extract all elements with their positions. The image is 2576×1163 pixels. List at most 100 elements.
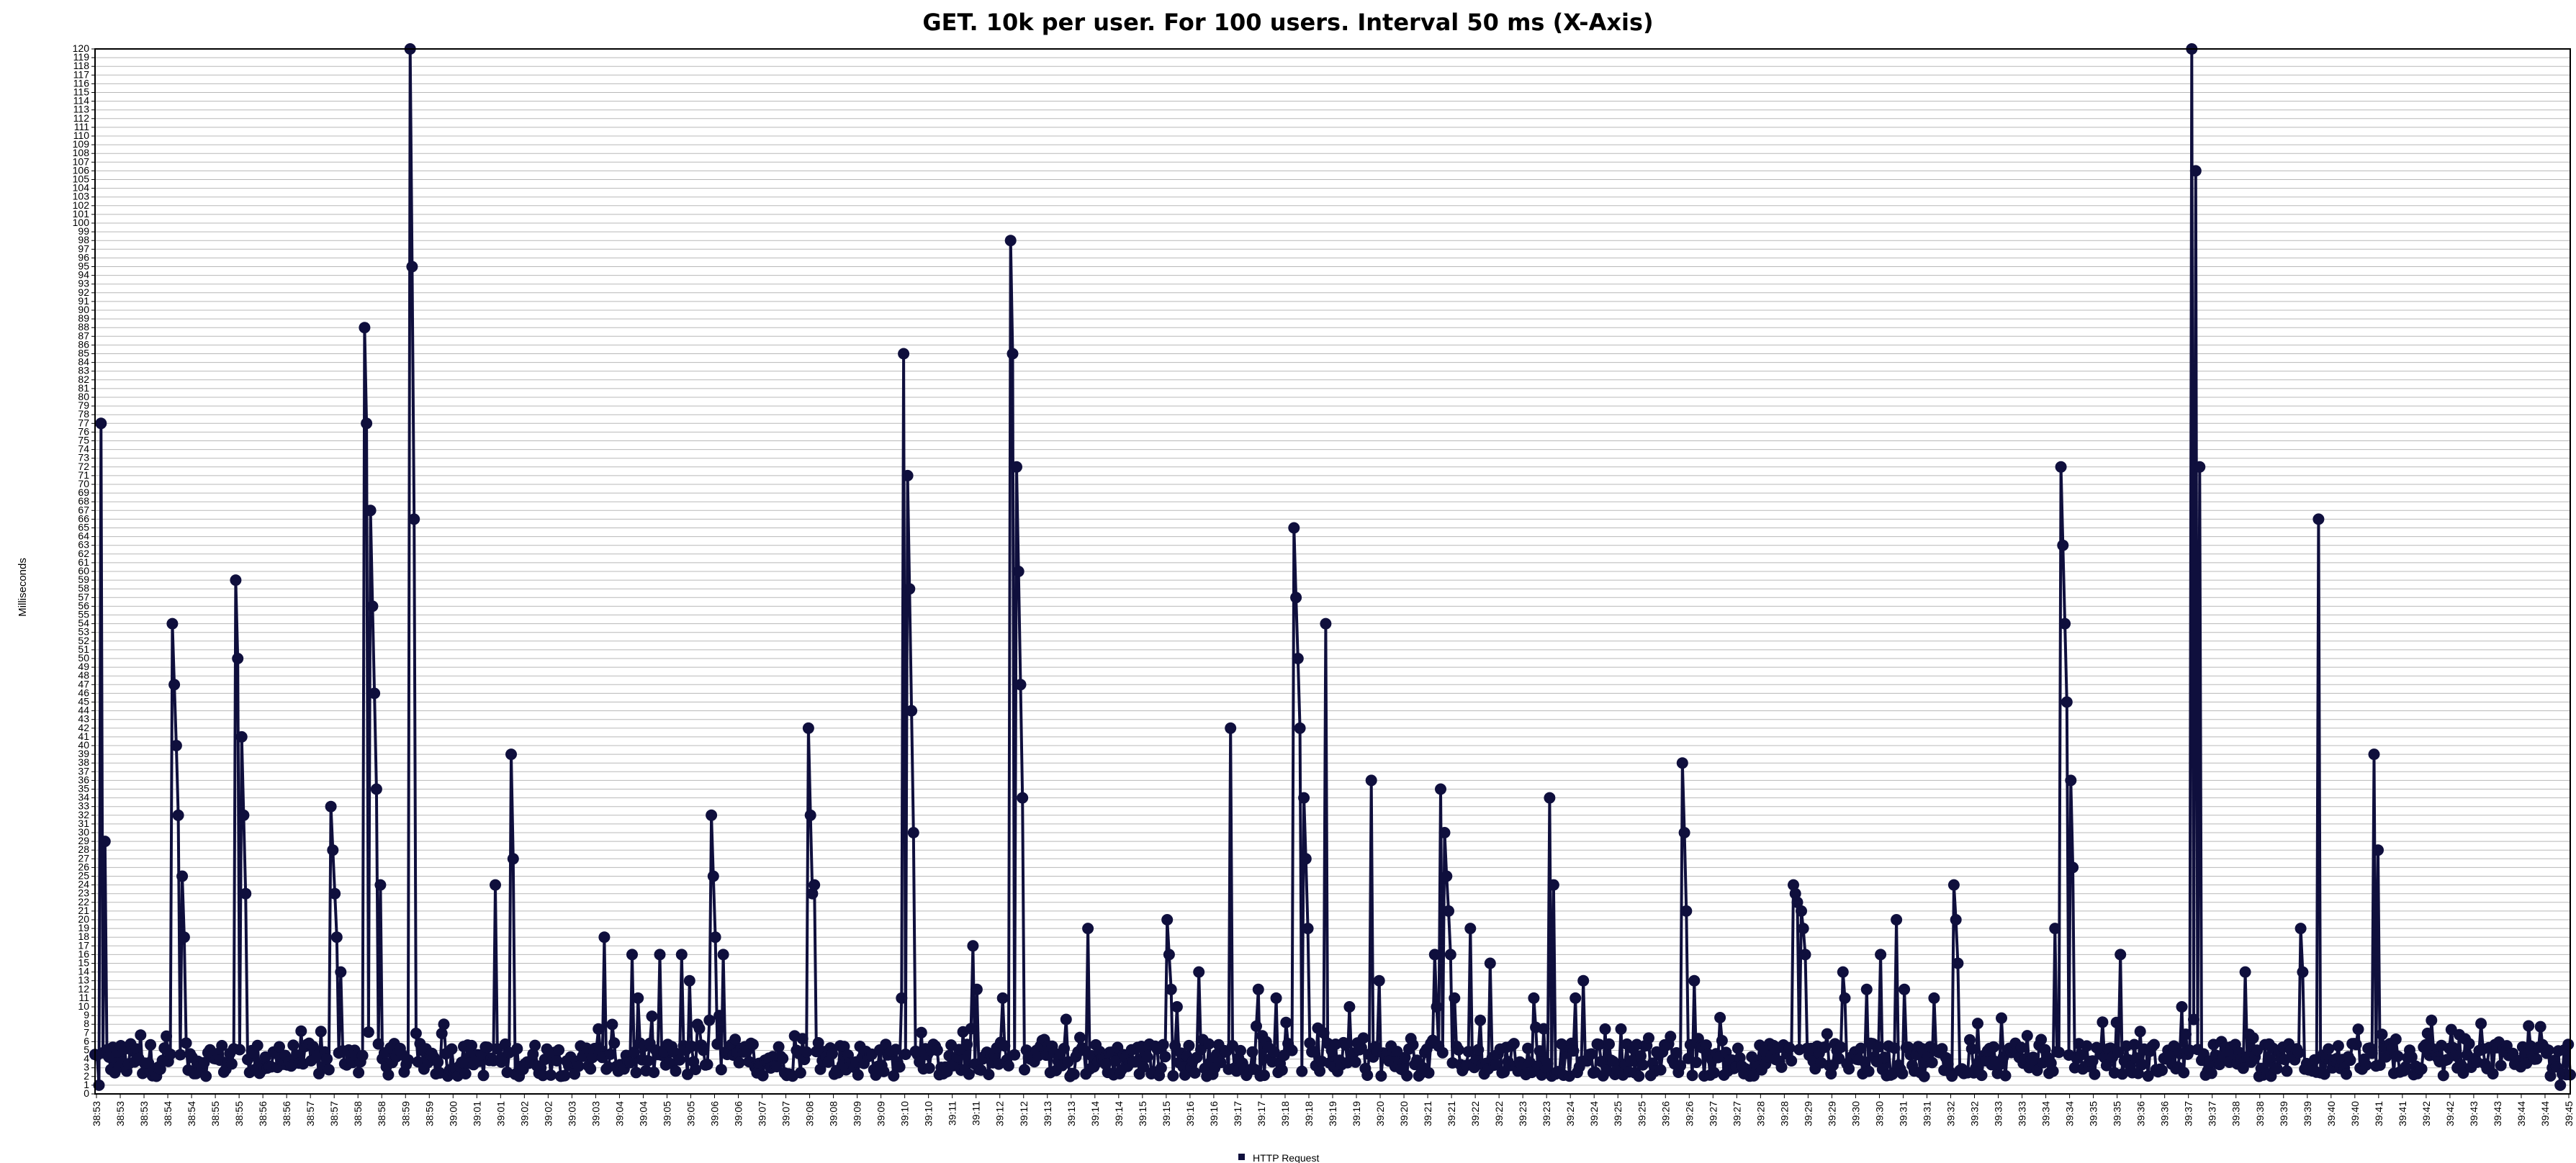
data-point <box>1688 974 1701 987</box>
data-point <box>545 1069 557 1081</box>
data-point <box>1615 1023 1627 1035</box>
y-tick-label: 85 <box>78 348 89 359</box>
data-point <box>1472 1044 1485 1056</box>
y-tick-label: 120 <box>73 42 90 54</box>
data-point <box>1797 923 1809 935</box>
data-point <box>1444 949 1456 961</box>
data-point <box>356 1049 369 1062</box>
data-point <box>970 983 983 995</box>
data-point <box>1270 992 1282 1004</box>
data-point <box>366 600 379 612</box>
data-point <box>2312 513 2325 525</box>
x-tick-label: 39:44 <box>2516 1101 2527 1126</box>
data-point <box>459 1068 472 1080</box>
data-point <box>1775 1061 1788 1073</box>
data-point <box>888 1069 900 1082</box>
y-tick-label: 51 <box>78 643 89 655</box>
data-point <box>1522 1042 1534 1054</box>
data-point <box>1302 923 1314 935</box>
y-tick-label: 110 <box>73 130 90 141</box>
x-tick-label: 39:15 <box>1137 1101 1148 1126</box>
data-point <box>2194 461 2206 473</box>
data-point <box>1976 1069 1988 1082</box>
x-tick-label: 39:13 <box>1042 1101 1053 1126</box>
data-point <box>1799 949 1811 961</box>
data-point <box>1159 1051 1171 1063</box>
data-point <box>1290 592 1302 604</box>
data-point <box>1017 792 1029 804</box>
data-point <box>624 1056 636 1069</box>
data-point <box>2055 461 2067 473</box>
x-tick-label: 39:38 <box>2254 1101 2266 1126</box>
data-point <box>490 879 501 891</box>
y-tick-label: 66 <box>78 512 89 524</box>
data-point <box>527 1048 539 1060</box>
y-tick-label: 22 <box>78 896 89 908</box>
data-point <box>1783 1042 1796 1054</box>
data-point <box>1599 1023 1611 1035</box>
data-point <box>2372 844 2384 856</box>
data-point <box>931 1044 943 1056</box>
data-point <box>1268 1046 1280 1058</box>
data-point <box>1936 1043 1948 1055</box>
data-point <box>325 800 337 813</box>
data-point <box>1141 1051 1153 1063</box>
data-point <box>963 1068 975 1080</box>
data-point <box>1567 1045 1580 1057</box>
data-point <box>2132 1067 2144 1080</box>
data-point <box>1547 879 1559 891</box>
data-point <box>1788 879 1799 891</box>
y-tick-label: 49 <box>78 661 89 672</box>
data-point <box>329 887 341 900</box>
data-point <box>1888 1042 1901 1054</box>
x-tick-label: 38:59 <box>400 1101 411 1126</box>
data-point <box>1225 722 1237 734</box>
data-point <box>1484 957 1496 969</box>
data-point <box>1251 1020 1262 1032</box>
data-point <box>1676 757 1688 769</box>
y-tick-label: 94 <box>78 269 89 281</box>
data-point <box>632 992 644 1004</box>
data-point <box>770 1061 783 1073</box>
x-tick-label: 39:19 <box>1351 1101 1362 1126</box>
data-point <box>1680 905 1693 917</box>
data-point <box>178 931 190 943</box>
x-tick-label: 38:53 <box>91 1101 102 1126</box>
data-point <box>507 853 519 865</box>
data-point <box>1292 653 1304 664</box>
y-tick-label: 109 <box>73 138 90 150</box>
data-point <box>2562 1038 2575 1051</box>
data-point <box>225 1058 238 1070</box>
y-tick-label: 43 <box>78 713 89 725</box>
data-point <box>1714 1012 1726 1023</box>
data-point <box>1276 1064 1288 1076</box>
data-point <box>1298 792 1310 804</box>
data-point <box>551 1055 563 1067</box>
data-point <box>402 1054 414 1066</box>
data-point <box>1068 1068 1080 1080</box>
legend-label: HTTP Request <box>1253 1152 1319 1163</box>
data-point <box>2449 1049 2462 1062</box>
data-point <box>2392 1050 2404 1062</box>
data-point <box>572 1060 585 1072</box>
data-point <box>2148 1038 2160 1051</box>
data-point <box>1011 461 1022 473</box>
y-tick-label: 19 <box>78 922 89 933</box>
data-point <box>608 1037 621 1049</box>
y-tick-label: 88 <box>78 321 89 332</box>
data-point <box>232 653 244 664</box>
x-tick-label: 39:30 <box>1873 1101 1885 1126</box>
x-tick-label: 39:22 <box>1469 1101 1481 1126</box>
data-point <box>698 1044 709 1056</box>
data-point <box>374 879 387 891</box>
data-point <box>646 1010 658 1023</box>
data-point <box>1165 983 1177 995</box>
y-tick-label: 91 <box>78 295 89 307</box>
data-point <box>2292 1046 2305 1059</box>
data-point <box>801 1046 813 1058</box>
x-tick-label: 39:28 <box>1778 1101 1790 1126</box>
data-point <box>361 417 373 430</box>
x-tick-label: 38:54 <box>186 1101 197 1126</box>
data-point <box>675 949 688 961</box>
